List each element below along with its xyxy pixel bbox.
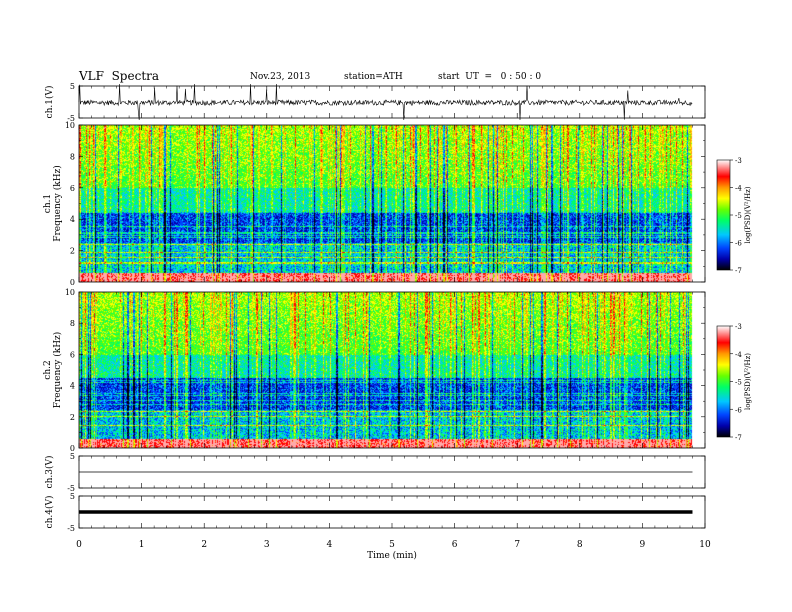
- y-tick-label: 2: [70, 413, 75, 422]
- colorbar-tick-label: -5: [735, 212, 742, 220]
- colorbar-tick-label: -6: [735, 240, 742, 248]
- ch3-waveform-panel: 5 -5 ch.3(V): [44, 452, 706, 493]
- y-axis-label: ch.4(V): [44, 496, 55, 529]
- y-tick-label: 5: [70, 452, 75, 461]
- y-tick-label: 0: [70, 278, 75, 287]
- chart-title: VLF Spectra: [79, 69, 160, 83]
- x-tick-label: 4: [327, 540, 333, 550]
- y-tick-label: 2: [70, 247, 75, 256]
- y-tick-label: 4: [70, 382, 75, 391]
- y-axis-label: ch.2: [43, 360, 53, 379]
- x-tick-label: 7: [514, 540, 520, 550]
- y-tick-label: -5: [67, 114, 75, 123]
- x-tick-label: 10: [699, 540, 711, 550]
- ch1-spectrogram-image: [79, 125, 705, 282]
- colorbar: [716, 325, 731, 438]
- y-axis-label: ch.1(V): [44, 86, 55, 119]
- ch1-trace: [78, 83, 693, 121]
- ch1-waveform-panel: 5 -5 ch.1(V): [44, 82, 706, 123]
- y-tick-label: 10: [65, 288, 75, 297]
- colorbar-tick-label: -4: [735, 185, 742, 193]
- colorbar-tick-label: -5: [735, 379, 742, 387]
- ch2-spectrogram-image: [79, 292, 705, 448]
- y-tick-label: -5: [67, 484, 75, 493]
- colorbar-tick-label: -7: [735, 434, 742, 442]
- colorbar-label: log(PSD)(V²/Hz): [744, 353, 752, 410]
- y-tick-label: 0: [70, 444, 75, 453]
- y-tick-label: 10: [65, 121, 75, 130]
- colorbar: [716, 159, 731, 271]
- y-tick-label: 5: [70, 492, 75, 501]
- y-axis-label: ch.3(V): [44, 456, 55, 489]
- colorbar-label: log(PSD)(V²/Hz): [744, 186, 752, 243]
- x-tick-label: 8: [577, 540, 583, 550]
- colorbar-tick-label: -3: [735, 323, 742, 331]
- y-axis-label: ch.1: [43, 194, 53, 213]
- x-tick-label: 9: [640, 540, 646, 550]
- y-tick-label: 8: [70, 319, 75, 328]
- y-axis-label: Frequency (kHz): [52, 332, 63, 409]
- start-time-label: start UT = 0 : 50 : 0: [438, 72, 542, 82]
- x-tick-label: 6: [452, 540, 458, 550]
- y-tick-label: 4: [70, 215, 75, 224]
- ch4-waveform-panel: 5 -5 ch.4(V) 0 1 2 3 4 5 6 7 8 9 10 Time (min): [44, 492, 711, 561]
- y-tick-label: 6: [70, 184, 75, 193]
- y-tick-label: 8: [70, 152, 75, 161]
- colorbar-tick-label: -4: [735, 351, 742, 359]
- colorbar-tick-label: -7: [735, 267, 742, 275]
- y-axis-label: Frequency (kHz): [52, 165, 63, 242]
- colorbar-tick-label: -3: [735, 157, 742, 165]
- ch1-spectrogram-panel: -3 -4 -5 -6 -7 log(PSD)(V²/Hz) 0 2 4 6 8 10 ch.1 Freq…: [43, 121, 752, 287]
- y-tick-label: -5: [67, 524, 75, 533]
- date-label: Nov.23, 2013: [250, 72, 311, 82]
- y-tick-label: 6: [70, 350, 75, 359]
- x-tick-label: 0: [76, 540, 82, 550]
- x-tick-label: 1: [139, 540, 145, 550]
- y-tick-label: 5: [70, 82, 75, 91]
- station-label: station=ATH: [344, 72, 403, 82]
- x-axis-label: Time (min): [367, 550, 417, 561]
- x-tick-label: 2: [201, 540, 207, 550]
- x-tick-label: 3: [264, 540, 270, 550]
- ch2-spectrogram-panel: -3 -4 -5 -6 -7 log(PSD)(V²/Hz) 0 2 4 6 8 10 ch.2 Freq…: [43, 288, 752, 453]
- x-tick-label: 5: [389, 540, 395, 550]
- colorbar-tick-label: -6: [735, 406, 742, 414]
